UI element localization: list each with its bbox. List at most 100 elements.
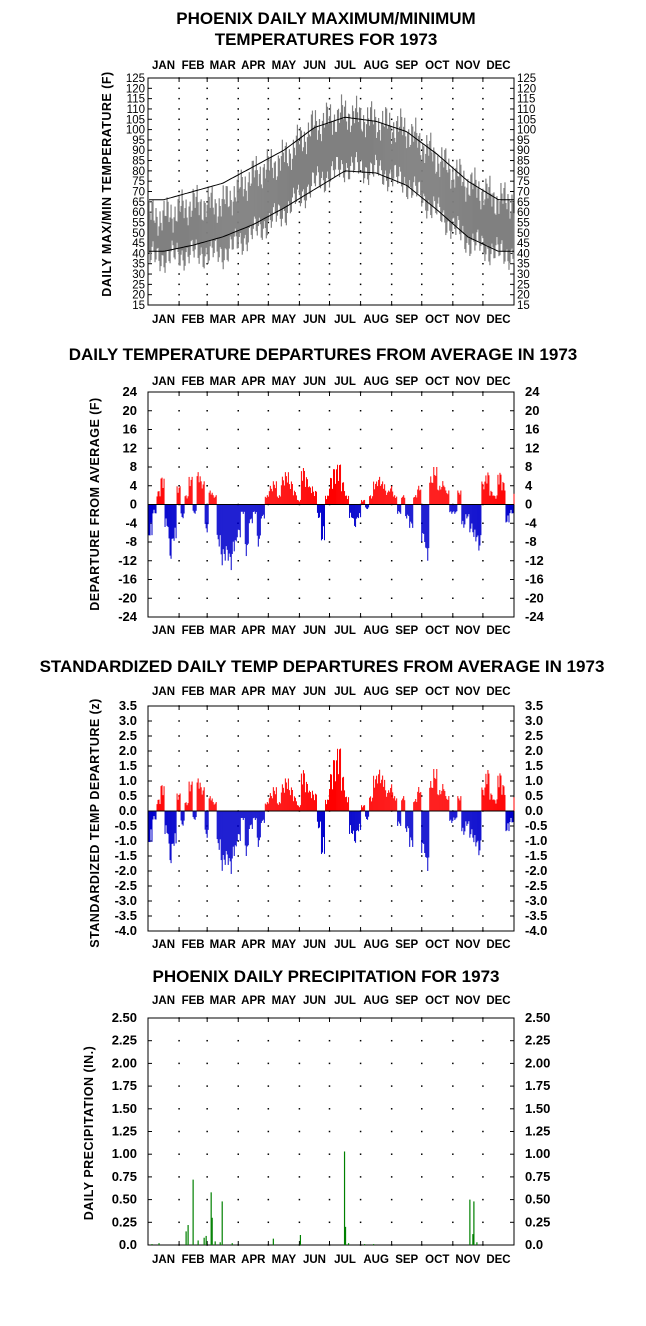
grid-dot xyxy=(178,128,180,131)
grid-dot xyxy=(359,221,362,224)
grid-dot xyxy=(267,1108,270,1110)
grid-dot xyxy=(178,1062,180,1065)
grid-dot xyxy=(390,485,393,487)
grid-dot xyxy=(206,293,208,296)
grid-dot xyxy=(178,190,180,193)
chart-title: DAILY TEMPERATURE DEPARTURES FROM AVERAG… xyxy=(69,345,578,364)
grid-dot xyxy=(390,273,393,275)
month-label-top: NOV xyxy=(455,376,480,388)
grid-dot xyxy=(359,1085,362,1087)
grid-dot xyxy=(206,1198,208,1201)
grid-dot xyxy=(178,1108,180,1110)
grid-dot xyxy=(267,1062,270,1065)
month-label-top: MAY xyxy=(272,60,297,72)
grid-dot xyxy=(482,915,484,917)
y-tick-label-left: 25 xyxy=(132,279,145,291)
grid-dot xyxy=(420,765,423,767)
grid-dot xyxy=(359,232,362,234)
grid-dot xyxy=(452,825,454,827)
y-tick-label-left: 100 xyxy=(126,125,145,137)
y-tick-label-right: 100 xyxy=(517,125,536,137)
grid-dot xyxy=(298,915,301,917)
panel-max-min-temperature: PHOENIX DAILY MAXIMUM/MINIMUM TEMPERATUR… xyxy=(100,9,536,326)
grid-dot xyxy=(267,410,270,412)
grid-dot xyxy=(482,447,484,449)
grid-dot xyxy=(267,780,270,782)
month-label-top: NOV xyxy=(455,995,480,1007)
y-tick-label-right: 2.50 xyxy=(525,1010,550,1025)
grid-dot xyxy=(452,97,454,100)
grid-dot xyxy=(452,118,454,121)
y-tick-label-left: 1.00 xyxy=(112,1146,137,1161)
grid-dot xyxy=(267,118,270,121)
grid-dot xyxy=(390,840,393,842)
month-label-bottom: DEC xyxy=(486,625,510,637)
y-tick-label-left: 70 xyxy=(132,187,145,199)
grid-dot xyxy=(267,252,270,255)
grid-dot xyxy=(237,149,239,151)
month-label-bottom: MAY xyxy=(272,625,297,637)
grid-dot xyxy=(267,840,270,842)
y-tick-label-right: -4 xyxy=(525,515,537,530)
grid-dot xyxy=(420,560,423,562)
grid-dot xyxy=(178,885,180,887)
month-label-top: AUG xyxy=(363,376,389,388)
grid-dot xyxy=(178,410,180,412)
grid-dot xyxy=(359,159,362,162)
y-tick-label-right: 1.00 xyxy=(525,1146,550,1161)
grid-dot xyxy=(298,87,301,90)
grid-dot xyxy=(298,262,301,265)
grid-dot xyxy=(178,139,180,141)
grid-dot xyxy=(390,870,393,872)
y-tick-label-right: 105 xyxy=(517,114,536,126)
grid-dot xyxy=(178,447,180,449)
grid-dot xyxy=(206,915,208,917)
panel-daily-precipitation: PHOENIX DAILY PRECIPITATION FOR 1973 DAI… xyxy=(82,967,550,1266)
grid-dot xyxy=(482,1062,484,1065)
grid-dot xyxy=(298,780,301,782)
grid-dot xyxy=(328,273,331,275)
month-label-top: MAR xyxy=(210,995,237,1007)
grid-dot xyxy=(178,428,180,431)
grid-dot xyxy=(420,1130,423,1133)
y-tick-label-right: 16 xyxy=(525,422,539,437)
grid-dot xyxy=(452,485,454,487)
grid-dot xyxy=(206,1085,208,1087)
month-label-top: OCT xyxy=(425,686,449,698)
grid-dot xyxy=(390,128,393,131)
grid-dot xyxy=(267,221,270,224)
grid-dot xyxy=(237,597,239,599)
grid-dot xyxy=(452,1039,454,1042)
grid-dot xyxy=(482,1153,484,1155)
grid-dot xyxy=(237,780,239,782)
grid-dot xyxy=(359,541,362,543)
grid-dot xyxy=(390,765,393,767)
grid-dot xyxy=(178,900,180,902)
grid-dot xyxy=(452,1198,454,1201)
grid-dot xyxy=(298,840,301,842)
grid-dot xyxy=(482,541,484,543)
month-label-top: DEC xyxy=(486,686,510,698)
grid-dot xyxy=(452,273,454,275)
grid-dot xyxy=(328,252,331,255)
grid-dot xyxy=(452,750,454,752)
grid-dot xyxy=(206,170,208,172)
grid-dot xyxy=(206,780,208,782)
grid-dot xyxy=(237,293,239,296)
grid-dot xyxy=(390,283,393,286)
grid-dot xyxy=(482,855,484,857)
y-tick-label-right: 0.50 xyxy=(525,1192,550,1207)
grid-dot xyxy=(237,410,239,412)
grid-dot xyxy=(359,201,362,203)
grid-dot xyxy=(390,190,393,193)
y-axis-label: STANDARDIZED TEMP DEPARTURE (z) xyxy=(88,698,102,948)
month-label-top: MAR xyxy=(210,376,237,388)
grid-dot xyxy=(452,1130,454,1133)
grid-dot xyxy=(452,597,454,599)
grid-dot xyxy=(420,1062,423,1065)
grid-dot xyxy=(206,560,208,562)
grid-dot xyxy=(206,870,208,872)
y-tick-label-left: 1.75 xyxy=(112,1078,137,1093)
y-tick-label-left: -1.5 xyxy=(115,848,137,863)
y-tick-label-right: 110 xyxy=(517,104,535,116)
